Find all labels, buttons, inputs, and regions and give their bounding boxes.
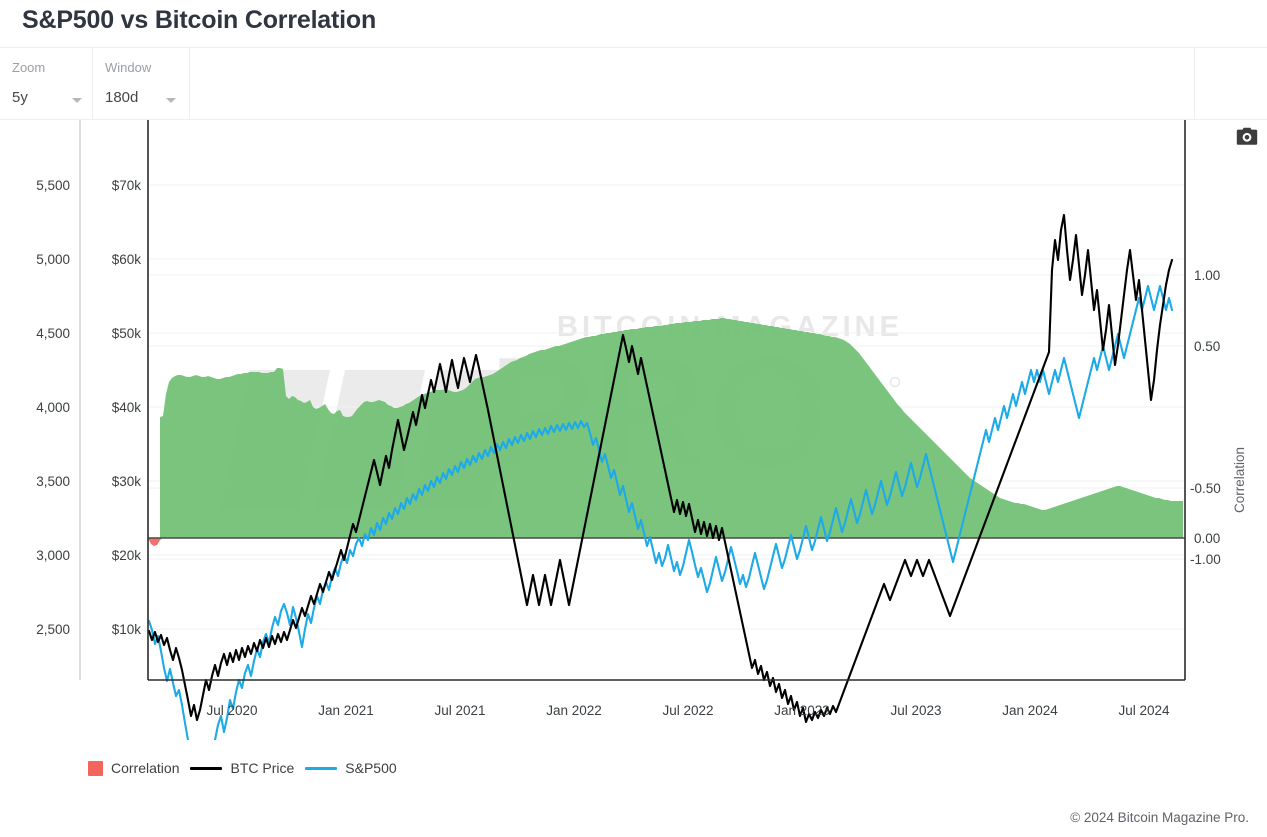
legend-item-correlation[interactable]: Correlation [88,760,179,776]
correlation-tick: -1.00 [1190,552,1221,567]
window-value: 180d [105,89,139,106]
correlation-axis-title: Correlation [1232,447,1247,513]
legend-label: Correlation [111,760,180,776]
camera-icon[interactable] [1236,127,1258,146]
correlation-tick-labels: 1.00 0.50 0.00 -0.50 -1.00 [1190,268,1221,567]
correlation-tick: 0.00 [1194,531,1220,546]
legend-label: S&P500 [345,760,397,776]
x-tick: Jan 2024 [1002,703,1058,718]
sp500-tick: 4,000 [36,400,70,415]
x-tick: Jan 2022 [546,703,602,718]
zoom-value: 5y [12,89,28,106]
btc-tick-labels: $70k $60k $50k $40k $30k $20k $10k [112,178,142,637]
window-label: Window [105,60,152,75]
header-divider [0,47,1267,48]
chart-toolbar: Zoom 5y Window 180d [0,48,1267,145]
x-tick: Jul 2023 [890,703,941,718]
zoom-label: Zoom [12,60,46,75]
legend-label: BTC Price [230,760,295,776]
legend-item-btc-price[interactable]: BTC Price [190,760,294,776]
btc-tick: $50k [112,326,142,341]
chevron-down-icon [166,98,176,103]
legend-item-sp500[interactable]: S&P500 [305,760,397,776]
correlation-positive-area [160,318,1183,538]
btc-price-line [147,213,1174,724]
correlation-negative-area [148,538,163,546]
chart-plot-area[interactable]: BITCOIN MAGAZINE PRO 5,500 [0,120,1267,740]
correlation-swatch-icon [88,760,103,776]
sp500-tick: 3,500 [36,474,70,489]
btc-tick: $10k [112,622,142,637]
x-tick: Jan 2021 [318,703,374,718]
btc-tick: $30k [112,474,142,489]
window-dropdown[interactable]: Window 180d [93,48,190,120]
sp500-tick: 4,500 [36,326,70,341]
btc-tick: $20k [112,548,142,563]
btc-line-swatch-icon [190,766,223,770]
x-tick: Jul 2024 [1118,703,1170,718]
page-title: S&P500 vs Bitcoin Correlation [22,6,377,34]
sp500-tick: 5,500 [36,178,70,193]
correlation-tick: 1.00 [1194,268,1220,283]
correlation-tick: 0.50 [1194,339,1220,354]
x-tick: Jul 2020 [206,703,257,718]
correlation-tick: -0.50 [1190,481,1221,496]
chart-legend: Correlation BTC Price S&P500 [88,760,397,776]
footer-credit: © 2024 Bitcoin Magazine Pro. [1070,810,1249,825]
x-tick-labels: Jul 2020 Jan 2021 Jul 2021 Jan 2022 Jul … [206,703,1170,718]
sp500-tick-labels: 5,500 5,000 4,500 4,000 3,500 3,000 2,50… [36,178,70,637]
x-tick: Jul 2022 [662,703,713,718]
zoom-dropdown[interactable]: Zoom 5y [0,48,93,120]
btc-tick: $40k [112,400,142,415]
x-tick: Jan 2023 [774,703,830,718]
btc-tick: $70k [112,178,142,193]
sp500-tick: 2,500 [36,622,70,637]
toolbar-spacer [190,48,1195,120]
btc-tick: $60k [112,252,142,267]
sp500-tick: 5,000 [36,252,70,267]
sp500-line-swatch-icon [305,766,338,770]
sp500-tick: 3,000 [36,548,70,563]
toolbar-divider [0,119,1267,120]
x-tick: Jul 2021 [434,703,485,718]
correlation-area [148,318,1183,546]
chevron-down-icon [72,98,82,103]
sp500-line [147,284,1174,740]
